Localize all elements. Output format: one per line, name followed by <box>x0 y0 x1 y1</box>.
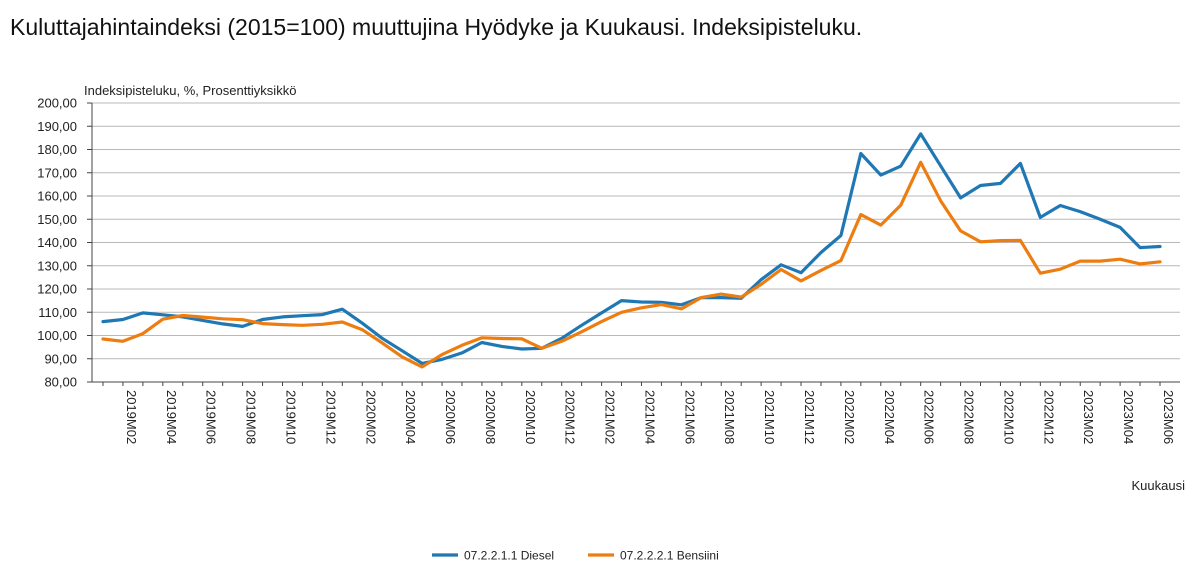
x-tick-label: 2020M04 <box>403 390 418 444</box>
y-tick-label: 170,00 <box>37 165 77 180</box>
x-tick-label: 2022M02 <box>842 390 857 444</box>
x-tick-label: 2021M04 <box>642 390 657 444</box>
y-tick-label: 110,00 <box>38 305 77 320</box>
x-tick-label: 2019M12 <box>323 390 338 444</box>
legend-item: 07.2.2.2.1 Bensiini <box>588 549 719 563</box>
x-tick-label: 2021M06 <box>682 390 697 444</box>
chart-title: Kuluttajahintaindeksi (2015=100) muuttuj… <box>10 14 863 40</box>
x-axis-ticks: 2019M02 2019M04 2019M06 2019M08 2019M10 2019M… <box>102 382 1176 444</box>
x-tick-label: 2019M10 <box>283 390 298 444</box>
legend-item: 07.2.2.1.1 Diesel <box>432 549 554 563</box>
y-axis-ticks: 80,00 90,00 100,00 110,00 120,00 130,00 140,00… <box>37 96 92 390</box>
x-axis-label: Kuukausi <box>1132 478 1186 493</box>
x-tick-label: 2022M04 <box>882 390 897 444</box>
series-lines <box>101 132 1162 369</box>
x-tick-label: 2021M10 <box>762 390 777 444</box>
x-tick-label: 2023M02 <box>1081 390 1096 444</box>
x-tick-label: 2023M04 <box>1121 390 1136 444</box>
x-tick-label: 2019M02 <box>124 390 139 444</box>
y-tick-label: 160,00 <box>37 189 77 204</box>
legend: 07.2.2.1.1 Diesel 07.2.2.2.1 Bensiini <box>432 549 719 563</box>
x-tick-label: 2023M06 <box>1161 390 1176 444</box>
y-tick-label: 90,00 <box>44 351 77 366</box>
x-tick-label: 2020M08 <box>483 390 498 444</box>
series-line <box>101 160 1162 369</box>
legend-label: 07.2.2.1.1 Diesel <box>464 549 554 563</box>
y-tick-label: 80,00 <box>44 375 77 390</box>
y-tick-label: 130,00 <box>37 258 77 273</box>
x-tick-label: 2022M12 <box>1041 390 1056 444</box>
legend-label: 07.2.2.2.1 Bensiini <box>620 549 719 563</box>
x-tick-label: 2020M10 <box>523 390 538 444</box>
x-tick-label: 2022M06 <box>922 390 937 444</box>
y-tick-label: 140,00 <box>37 235 77 250</box>
y-tick-label: 190,00 <box>37 119 77 134</box>
y-axis-label: Indeksipisteluku, %, Prosenttiyksikkö <box>84 83 296 98</box>
y-tick-label: 150,00 <box>37 212 77 227</box>
x-tick-label: 2021M02 <box>603 390 618 444</box>
x-tick-label: 2020M06 <box>443 390 458 444</box>
y-tick-label: 120,00 <box>37 282 77 297</box>
series-line <box>101 132 1162 365</box>
x-tick-label: 2019M06 <box>204 390 219 444</box>
x-tick-label: 2022M08 <box>962 390 977 444</box>
x-tick-label: 2020M02 <box>363 390 378 444</box>
y-tick-label: 100,00 <box>37 328 77 343</box>
gridlines <box>91 102 1180 383</box>
y-tick-label: 200,00 <box>37 96 77 111</box>
x-tick-label: 2022M10 <box>1001 390 1016 444</box>
x-tick-label: 2021M12 <box>802 390 817 444</box>
x-tick-label: 2020M12 <box>563 390 578 444</box>
x-tick-label: 2021M08 <box>722 390 737 444</box>
y-tick-label: 180,00 <box>37 142 77 157</box>
x-tick-label: 2019M04 <box>164 390 179 444</box>
x-tick-label: 2019M08 <box>244 390 259 444</box>
